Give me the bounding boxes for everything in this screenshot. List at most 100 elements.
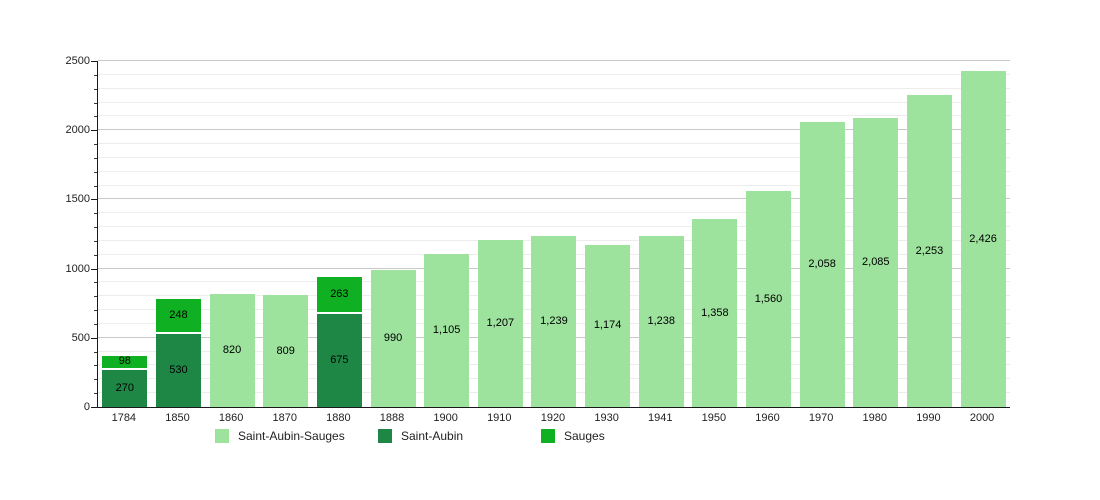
y-tick-label: 2500 (65, 55, 90, 67)
y-axis-tick (94, 323, 97, 325)
bar-slot-1920: 1,239 (527, 61, 581, 407)
bar-1920: 1,239 (531, 235, 577, 407)
x-tick-label: 2000 (969, 412, 995, 424)
y-axis-tick (94, 365, 97, 367)
bar-segment-saint-aubin-sauges: 820 (209, 293, 255, 407)
y-axis-tick (94, 102, 97, 104)
bar-value-label: 990 (383, 331, 403, 344)
bar-segment-sauges: 248 (155, 299, 201, 334)
bar-segment-saint-aubin-sauges: 990 (370, 269, 416, 407)
bar-segment-saint-aubin-sauges: 809 (263, 295, 309, 407)
y-axis-tick (94, 240, 97, 242)
bar-value-label: 1,207 (486, 316, 515, 329)
bar-segment-saint-aubin-sauges: 1,174 (585, 244, 631, 407)
bar-slot-1980: 2,085 (849, 61, 903, 407)
x-tick-label: 1970 (808, 412, 834, 424)
x-tick-label: 1850 (165, 412, 190, 424)
y-axis-tick (94, 88, 97, 90)
bar-segment-saint-aubin-sauges: 1,105 (424, 254, 470, 407)
x-tick-label: 1860 (218, 412, 244, 424)
y-tick-label: 500 (71, 331, 90, 344)
y-axis-tick (91, 268, 97, 270)
y-axis-tick (94, 74, 97, 76)
bar-slot-1990: 2,253 (903, 61, 957, 407)
y-axis-tick (91, 130, 97, 132)
y-tick-label: 0 (83, 401, 90, 413)
bar-value-label: 1,105 (432, 324, 461, 337)
bar-value-label: 675 (330, 353, 349, 366)
x-tick-label: 1980 (862, 412, 888, 424)
bar-slot-1900: 1,105 (420, 61, 474, 407)
bar-value-label: 530 (169, 363, 188, 376)
x-axis: 1784 1850 1860 1870 1880 1888 1900 1910 1920 1930… (97, 412, 1009, 424)
y-axis-tick (94, 116, 97, 118)
x-tick-label: 1990 (916, 412, 941, 424)
bar-segment-saint-aubin-sauges: 1,238 (638, 235, 684, 407)
bar-1950: 1,358 (692, 219, 738, 407)
bar-slot-1930: 1,174 (581, 61, 635, 407)
bar-1980: 2,085 (853, 118, 899, 407)
bar-value-label: 1,560 (754, 292, 783, 305)
y-axis-tick (91, 61, 97, 62)
bar-1888: 990 (370, 269, 416, 407)
bar-value-label: 2,426 (969, 232, 997, 245)
x-tick-label: 1941 (647, 412, 673, 424)
bar-value-label: 1,238 (647, 314, 675, 327)
y-axis-tick (91, 337, 97, 339)
y-axis-tick (94, 227, 97, 229)
bar-2000: 2,426 (960, 71, 1006, 407)
bar-segment-saint-aubin-sauges: 2,058 (799, 122, 845, 407)
bar-value-label: 2,085 (862, 256, 890, 269)
bar-1784: 270 98 (102, 356, 148, 407)
y-axis-tick (94, 157, 97, 159)
legend: Saint-Aubin-Sauges Saint-Aubin Sauges (215, 429, 605, 443)
y-axis-tick (94, 393, 97, 395)
bar-segment-saint-aubin-sauges: 1,207 (477, 239, 523, 407)
legend-item-sauges: Sauges (541, 429, 605, 443)
bar-1960: 1,560 (746, 191, 791, 407)
legend-item-saint-aubin: Saint-Aubin (378, 429, 541, 443)
bar-segment-saint-aubin-sauges: 2,085 (853, 118, 899, 407)
legend-label: Sauges (564, 429, 605, 443)
x-tick-label: 1930 (594, 412, 619, 424)
bar-value-label: 248 (169, 309, 188, 321)
bar-segment-sauges: 98 (102, 356, 148, 370)
bar-segment-saint-aubin-sauges: 1,560 (746, 191, 791, 407)
bar-segment-saint-aubin: 530 (155, 333, 201, 407)
legend-label: Saint-Aubin-Sauges (238, 429, 345, 443)
y-axis-tick (94, 379, 97, 381)
y-axis-tick (94, 171, 97, 173)
y-tick-label: 2000 (65, 124, 90, 137)
bar-slot-1941: 1,238 (634, 61, 688, 407)
bar-1990: 2,253 (906, 95, 952, 407)
y-tick-label: 1000 (65, 262, 90, 275)
bars-row: 270 98 530 248 820 809 675 263 990 1,105 1,207 1,23… (98, 61, 1010, 407)
x-tick-label: 1950 (701, 412, 727, 424)
bar-value-label: 1,358 (701, 306, 729, 319)
y-axis-tick (94, 144, 97, 146)
bar-segment-saint-aubin-sauges: 1,239 (531, 235, 577, 407)
bar-slot-1910: 1,207 (473, 61, 527, 407)
x-tick-label: 1900 (433, 412, 458, 424)
x-tick-label: 1910 (487, 412, 512, 424)
y-axis-tick (94, 310, 97, 312)
bar-value-label: 2,058 (808, 258, 836, 271)
bar-slot-1784: 270 98 (98, 61, 152, 407)
x-tick-label: 1888 (379, 412, 405, 424)
bar-slot-1960: 1,560 (742, 61, 796, 407)
bar-slot-2000: 2,426 (956, 61, 1010, 407)
bar-value-label: 809 (276, 344, 295, 357)
y-axis-tick (94, 185, 97, 187)
x-tick-label: 1784 (111, 412, 137, 424)
bar-segment-saint-aubin: 675 (316, 313, 362, 407)
bar-segment-saint-aubin-sauges: 1,358 (692, 219, 738, 407)
y-axis-tick (94, 282, 97, 284)
bar-1970: 2,058 (799, 122, 845, 407)
legend-swatch-icon (215, 429, 229, 443)
legend-swatch-icon (541, 429, 555, 443)
bar-slot-1870: 809 (259, 61, 313, 407)
y-axis-tick (91, 199, 97, 201)
bar-segment-saint-aubin-sauges: 2,426 (960, 71, 1006, 407)
bar-slot-1860: 820 (205, 61, 259, 407)
